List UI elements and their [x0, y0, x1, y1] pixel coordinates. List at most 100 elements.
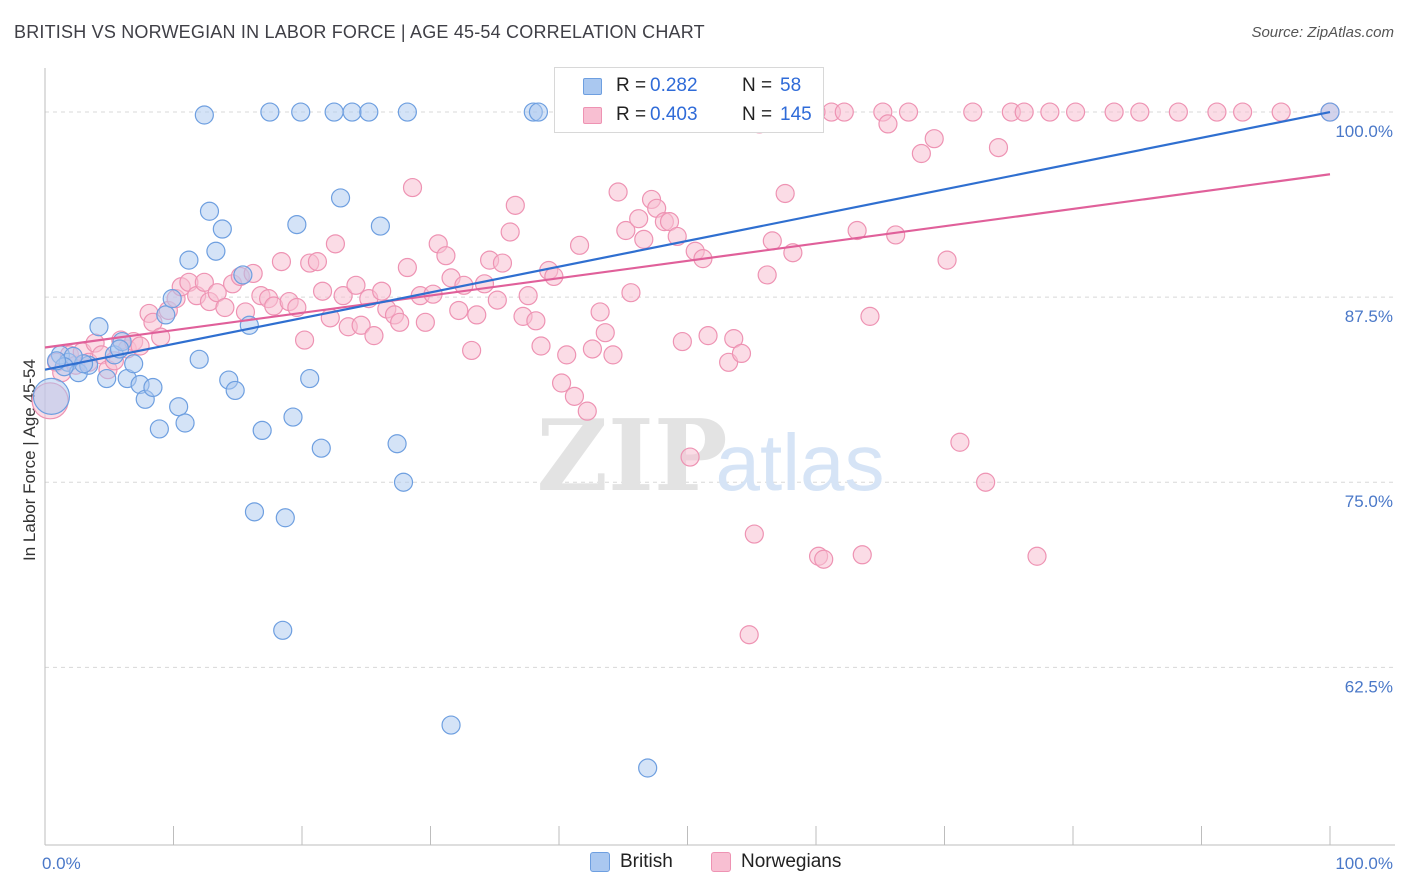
norwegians-swatch: [583, 106, 602, 124]
british-point: [387, 434, 407, 454]
norwegians-point: [937, 250, 957, 270]
norwegians-point: [194, 272, 214, 292]
norwegians-point: [215, 297, 235, 318]
norwegians-point: [505, 195, 525, 215]
norwegians-point: [462, 340, 482, 361]
norwegians-point: [436, 246, 456, 266]
axis-layer: [44, 68, 1395, 846]
british-points: [32, 102, 1340, 778]
british-point: [46, 351, 67, 371]
legend-item-norwegians[interactable]: Norwegians: [711, 851, 841, 873]
norwegians-point: [757, 265, 777, 285]
british-point: [273, 620, 293, 640]
norwegians-point: [364, 326, 384, 346]
norwegians-point: [739, 625, 759, 645]
trend-lines: [44, 110, 1331, 371]
norwegians-point: [621, 283, 641, 303]
norwegians-point: [390, 312, 410, 332]
british-point: [441, 715, 461, 735]
legend-row-british: R = 0.282 N = 58: [555, 71, 801, 101]
norwegians-point: [1233, 102, 1253, 122]
norwegians-point: [634, 229, 654, 249]
norwegians-point: [698, 326, 718, 346]
norwegians-point: [911, 143, 931, 164]
british-point: [528, 102, 549, 122]
british-point: [342, 102, 362, 122]
british-point: [162, 289, 182, 309]
british-point: [283, 407, 303, 427]
british-point: [179, 250, 199, 270]
norwegians-point: [775, 183, 795, 204]
chart-title: BRITISH VS NORWEGIAN IN LABOR FORCE | AG…: [14, 22, 705, 42]
norwegians-point: [1014, 102, 1034, 122]
british-n-label: N =: [742, 75, 773, 96]
legend-item-british[interactable]: British: [590, 851, 673, 873]
british-n-value: 58: [780, 75, 802, 96]
norwegians-point: [207, 283, 227, 303]
norwegians-point: [1207, 102, 1227, 122]
norwegians-point: [372, 281, 392, 301]
norwegians-point: [924, 129, 944, 149]
norwegians-point: [526, 311, 546, 331]
norwegians-point: [544, 266, 564, 287]
british-point: [124, 354, 144, 374]
norwegians-point: [582, 339, 603, 359]
norwegians-point: [564, 386, 585, 406]
norwegians-point: [603, 345, 623, 365]
norwegians-point: [346, 275, 366, 295]
norwegians-point: [590, 302, 610, 322]
series-legend: British Norwegians: [0, 851, 1406, 879]
british-point: [32, 377, 71, 415]
y-tick-label: 100.0%: [1335, 122, 1393, 141]
watermark-atlas: atlas: [716, 418, 885, 507]
british-point: [397, 102, 417, 122]
british-point: [287, 214, 307, 235]
norwegians-point: [762, 231, 782, 251]
norwegians-point: [860, 306, 880, 326]
norwegians-point: [950, 432, 970, 452]
norwegians-point: [814, 549, 834, 569]
norwegians-point: [518, 286, 538, 306]
norwegians-n-label: N =: [742, 104, 773, 125]
british-point: [324, 102, 344, 122]
british-point: [206, 241, 226, 261]
british-r-label: R =: [616, 75, 647, 96]
legend-row-norwegians: R = 0.403 N = 145: [555, 100, 812, 130]
british-point: [330, 188, 351, 208]
norwegians-point: [988, 137, 1009, 158]
british-point: [143, 377, 163, 398]
british-r-value: 0.282: [650, 75, 698, 96]
norwegians-point: [898, 102, 919, 122]
y-tick-label: 62.5%: [1345, 677, 1393, 696]
british-point: [244, 502, 265, 522]
norwegians-point: [731, 343, 752, 364]
norwegians-point: [577, 401, 597, 421]
british-point: [275, 508, 295, 528]
norwegians-point: [551, 373, 572, 393]
norwegians-point: [852, 545, 872, 565]
norwegians-point: [294, 330, 315, 350]
grid-layer: [45, 111, 1395, 668]
norwegians-point: [333, 286, 353, 306]
norwegians-trend-line: [44, 173, 1331, 349]
british-point: [89, 317, 109, 337]
british-point: [638, 758, 658, 778]
british-point: [300, 368, 320, 389]
british-point: [169, 397, 189, 417]
norwegians-point: [492, 253, 513, 273]
norwegians-point: [557, 345, 577, 365]
norwegians-point: [531, 336, 551, 356]
norwegians-point: [1027, 546, 1047, 566]
british-point: [359, 102, 379, 122]
norwegians-point: [1271, 102, 1291, 122]
norwegians-point: [1040, 102, 1060, 122]
british-point: [149, 419, 169, 439]
norwegians-n-value: 145: [780, 104, 812, 125]
norwegians-point: [487, 290, 507, 310]
british-point: [199, 201, 220, 221]
norwegians-point: [1104, 102, 1124, 122]
norwegians-point: [312, 281, 333, 301]
british-point: [212, 219, 232, 239]
x-tick-label: 100.0%: [1335, 854, 1393, 873]
